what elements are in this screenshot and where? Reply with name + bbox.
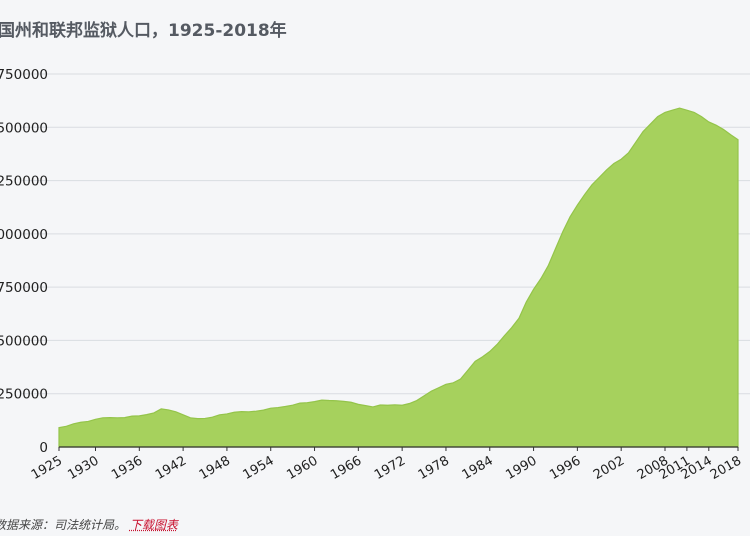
y-tick-label: 1500000 [0,120,48,136]
y-axis-ticks: 0 250000 500000 750000 1000000 1250000 1500000… [0,67,48,456]
y-tick-label: 250000 [0,387,48,403]
x-tick-label: 1972 [372,453,408,483]
x-tick-label: 2002 [591,453,627,483]
x-tick-label: 2018 [708,453,744,483]
x-axis-ticks: 1925 1930 1936 1942 1948 1954 1960 1966 1972 1978… [29,447,744,483]
source-note: 数据来源：司法统计局。 下载图表 [0,516,178,533]
y-tick-label: 500000 [0,333,48,349]
y-tick-label: 1250000 [0,174,48,190]
y-tick-label: 0 [39,440,48,456]
x-tick-label: 1978 [416,453,452,483]
y-tick-label: 1750000 [0,67,48,83]
chart-title: 国州和联邦监狱人口，1925-2018年 [0,21,287,41]
x-tick-label: 1984 [460,453,496,483]
x-tick-label: 1954 [241,453,277,483]
x-tick-label: 1936 [109,453,145,483]
x-tick-label: 1942 [153,453,189,483]
x-tick-label: 1996 [547,453,583,483]
area-series-fill [58,107,739,448]
x-tick-label: 1960 [284,453,320,483]
y-tick-label: 1000000 [0,227,48,243]
x-tick-label: 1925 [29,453,65,483]
area-series [58,107,739,448]
x-tick-label: 1930 [65,453,101,483]
y-tick-label: 750000 [0,280,48,296]
x-tick-label: 1948 [197,453,233,483]
x-tick-label: 1990 [503,453,539,483]
download-chart-link[interactable]: 下载图表 [129,518,178,532]
source-text: 数据来源：司法统计局。 [0,518,127,532]
x-tick-label: 1966 [328,453,364,483]
